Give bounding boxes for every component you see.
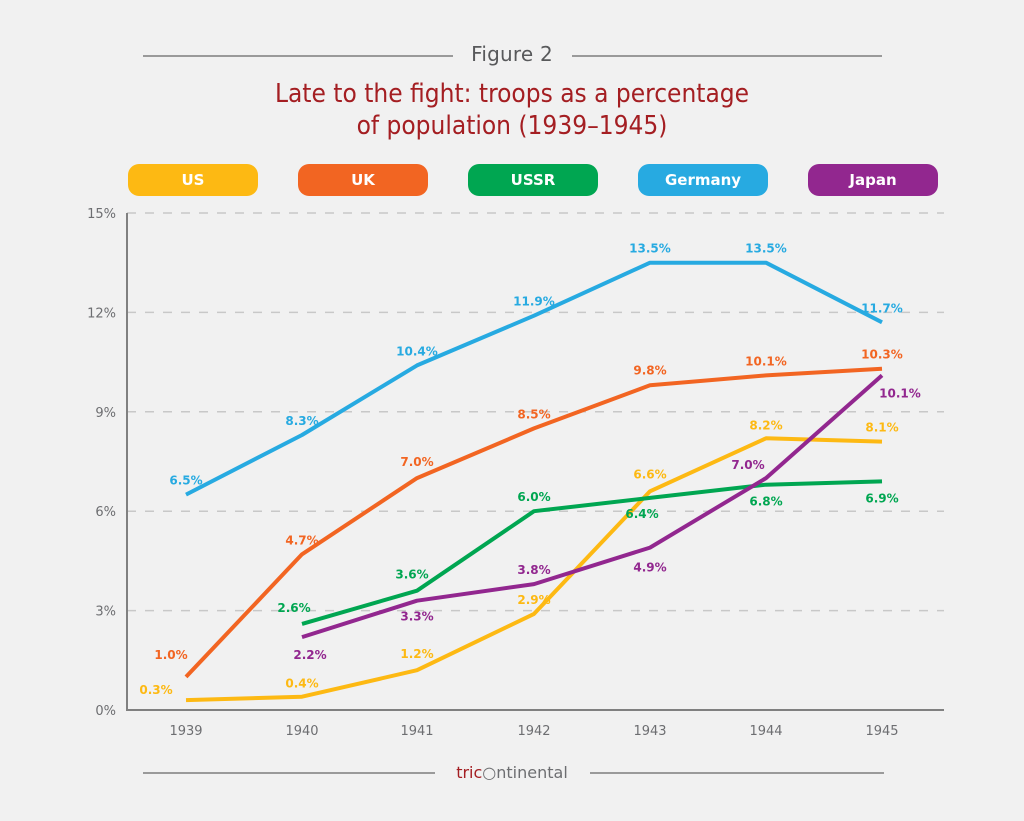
footer-rule-left [143,772,435,774]
y-tick-label: 15% [87,207,116,222]
series-line-uk [184,366,883,679]
x-tick-label: 1942 [517,724,550,739]
data-label-germany: 11.9% [513,295,555,309]
data-label-japan: 2.2% [293,648,326,662]
legend-item-japan: Japan [808,164,938,196]
data-label-japan: 3.3% [400,610,433,624]
data-label-ussr: 6.8% [749,495,782,509]
data-label-germany: 13.5% [745,242,787,256]
data-labels: 0.3% 0.4% 1.2% 2.9% 6.6% 8.2% 8.1% 1.0% 4.7% 7.0%… [139,242,920,697]
legend-item-germany: Germany [638,164,768,196]
data-label-uk: 4.7% [285,533,318,547]
series-line-japan [301,373,884,640]
chart-title-line1: Late to the fight: troops as a percentag… [274,79,750,109]
data-label-us: 1.2% [400,647,433,661]
y-tick-label: 6% [95,505,116,520]
x-tick-label: 1940 [285,724,318,739]
series-line-us [185,436,883,703]
chart-title-line2: of population (1939–1945) [356,111,668,141]
legend-item-us: US [128,164,258,196]
data-label-japan: 4.9% [633,561,666,575]
figure-label: Figure 2 [471,42,553,66]
data-label-uk: 10.3% [861,348,903,362]
logo-part1: tric [456,763,483,782]
x-tick-label: 1941 [400,724,433,739]
data-label-us: 0.3% [139,683,172,697]
tricontinental-logo: tric○ntinental [452,763,572,782]
y-tick-label: 9% [95,406,116,421]
data-label-ussr: 6.0% [517,490,550,504]
data-label-us: 8.1% [865,421,898,435]
data-label-germany: 6.5% [169,474,202,488]
y-tick-label: 0% [95,704,116,719]
y-axis-ticks: 0% 3% 6% 9% 12% 15% [87,207,116,719]
x-tick-label: 1939 [169,724,202,739]
legend-item-uk: UK [298,164,428,196]
chart-title: Late to the fight: troops as a percentag… [0,78,1024,142]
footer-rule-right [590,772,884,774]
header-rule-right [572,55,882,57]
data-label-germany: 13.5% [629,242,671,256]
legend-item-ussr: USSR [468,164,598,196]
data-label-ussr: 2.6% [277,601,310,615]
series-lines [184,260,884,703]
data-label-us: 2.9% [517,593,550,607]
x-axis-ticks: 1939 1940 1941 1942 1943 1944 1945 [169,724,898,739]
logo-part2: ntinental [496,763,568,782]
logo-o-icon: ○ [482,763,497,782]
y-tick-label: 3% [95,605,116,620]
data-label-ussr: 6.9% [865,491,898,505]
data-label-germany: 11.7% [861,301,903,315]
y-tick-label: 12% [87,306,116,321]
series-line-ussr [301,479,883,626]
data-label-us: 0.4% [285,677,318,691]
data-label-germany: 10.4% [396,344,438,358]
data-label-japan: 3.8% [517,563,550,577]
data-label-uk: 7.0% [400,455,433,469]
data-label-ussr: 6.4% [625,507,658,521]
data-label-us: 8.2% [749,418,782,432]
x-tick-label: 1945 [865,724,898,739]
series-line-germany [185,260,883,497]
data-label-ussr: 3.6% [395,568,428,582]
axes [126,213,944,711]
data-label-uk: 10.1% [745,354,787,368]
data-label-us: 6.6% [633,467,666,481]
data-label-japan: 7.0% [731,458,764,472]
x-tick-label: 1943 [633,724,666,739]
data-label-japan: 10.1% [879,386,921,400]
header-rule-left [143,55,453,57]
data-label-germany: 8.3% [285,414,318,428]
data-label-uk: 8.5% [517,407,550,421]
x-tick-label: 1944 [749,724,782,739]
data-label-uk: 9.8% [633,363,666,377]
data-label-uk: 1.0% [154,648,187,662]
